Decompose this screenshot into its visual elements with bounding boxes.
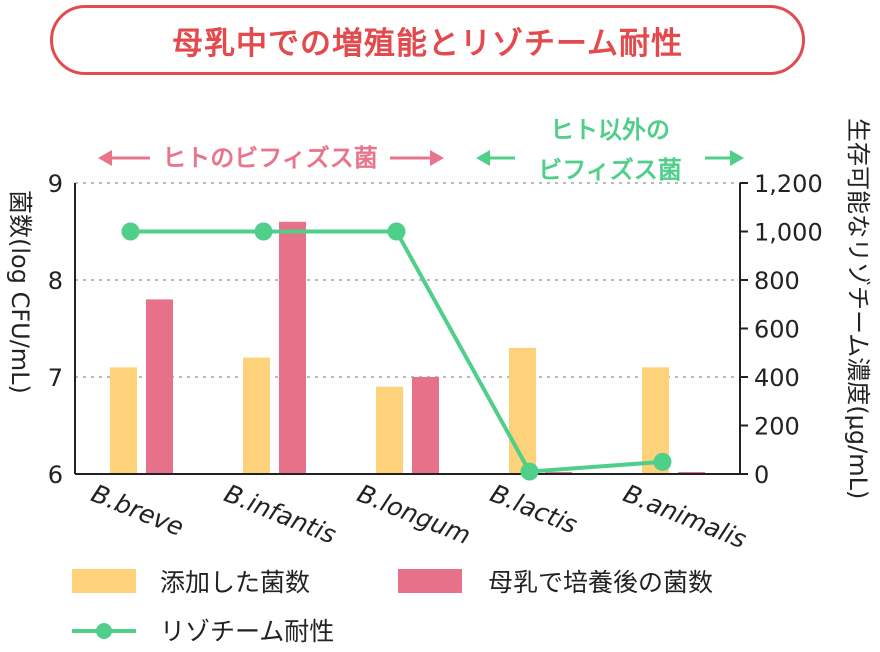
y-tick-label: 6 [48, 461, 63, 489]
y2-tick-label: 600 [754, 316, 800, 344]
svg-text:菌数(log CFU/mL): 菌数(log CFU/mL) [6, 190, 34, 394]
y2-tick-label: 0 [754, 461, 769, 489]
category-label: B.infantis [220, 479, 340, 550]
legend-label-line: リゾチーム耐性 [160, 617, 334, 646]
group-header-human: ヒトのビフィズス菌 [98, 144, 444, 172]
legend: 添加した菌数 母乳で培養後の菌数 リゾチーム耐性 [72, 568, 713, 646]
y-tick-label: 9 [48, 170, 63, 198]
line-point [653, 452, 672, 471]
category-label: B.lactis [486, 479, 581, 540]
y-tick-label: 7 [48, 364, 63, 392]
y-tick-label: 8 [48, 267, 63, 295]
category-label: B.longum [353, 479, 474, 551]
legend-swatch-added [72, 569, 136, 593]
group-label-human: ヒトのビフィズス菌 [162, 144, 378, 172]
y2-tick-label: 200 [754, 413, 800, 441]
y2-axis-title: 生存可能なリゾチーム濃度(μg/mL) [844, 118, 872, 499]
legend-label-added: 添加した菌数 [160, 568, 310, 597]
line-point [387, 222, 406, 241]
chart-title-box: 母乳中での増殖能とリゾチーム耐性 [50, 5, 805, 75]
bars [110, 221, 705, 474]
y2-tick-label: 1,200 [754, 170, 823, 198]
bar-cultured-B-infantis [279, 221, 306, 474]
category-labels: B.breve B.infantis B.longum B.lactis B.anima… [87, 479, 750, 555]
axes [74, 183, 741, 475]
bar-added-B-infantis [243, 357, 270, 474]
bar-added-B-lactis [509, 347, 536, 474]
category-label: B.breve [87, 479, 188, 542]
bar-added-B-longum [376, 386, 403, 474]
y-axis-title: 菌数(log CFU/mL) [6, 190, 34, 394]
y-ticks-right: 0 200 400 600 800 1,000 1,200 [740, 170, 823, 489]
chart-title: 母乳中での増殖能とリゾチーム耐性 [171, 25, 684, 62]
line-series [121, 222, 672, 481]
bar-cultured-B-longum [412, 377, 439, 474]
legend-swatch-cultured [398, 569, 462, 593]
category-label: B.animalis [619, 479, 750, 555]
y2-tick-label: 800 [754, 267, 800, 295]
group-label-non-human-1: ヒト以外の [550, 116, 670, 144]
svg-text:生存可能なリゾチーム濃度(μg/mL): 生存可能なリゾチーム濃度(μg/mL) [844, 118, 872, 499]
y-ticks-left: 6 7 8 9 [48, 170, 63, 489]
grid-lines [75, 182, 740, 378]
bar-added-B-breve [110, 367, 137, 474]
line-point [121, 222, 140, 241]
bar-cultured-B-breve [146, 299, 173, 474]
group-header-non-human: ヒト以外の ビフィズス菌 [476, 116, 744, 184]
y2-tick-label: 1,000 [754, 219, 823, 247]
y2-tick-label: 400 [754, 364, 800, 392]
group-label-non-human-2: ビフィズス菌 [538, 156, 682, 184]
line-point [254, 222, 273, 241]
line-point [520, 462, 539, 481]
legend-label-cultured: 母乳で培養後の菌数 [488, 568, 713, 597]
